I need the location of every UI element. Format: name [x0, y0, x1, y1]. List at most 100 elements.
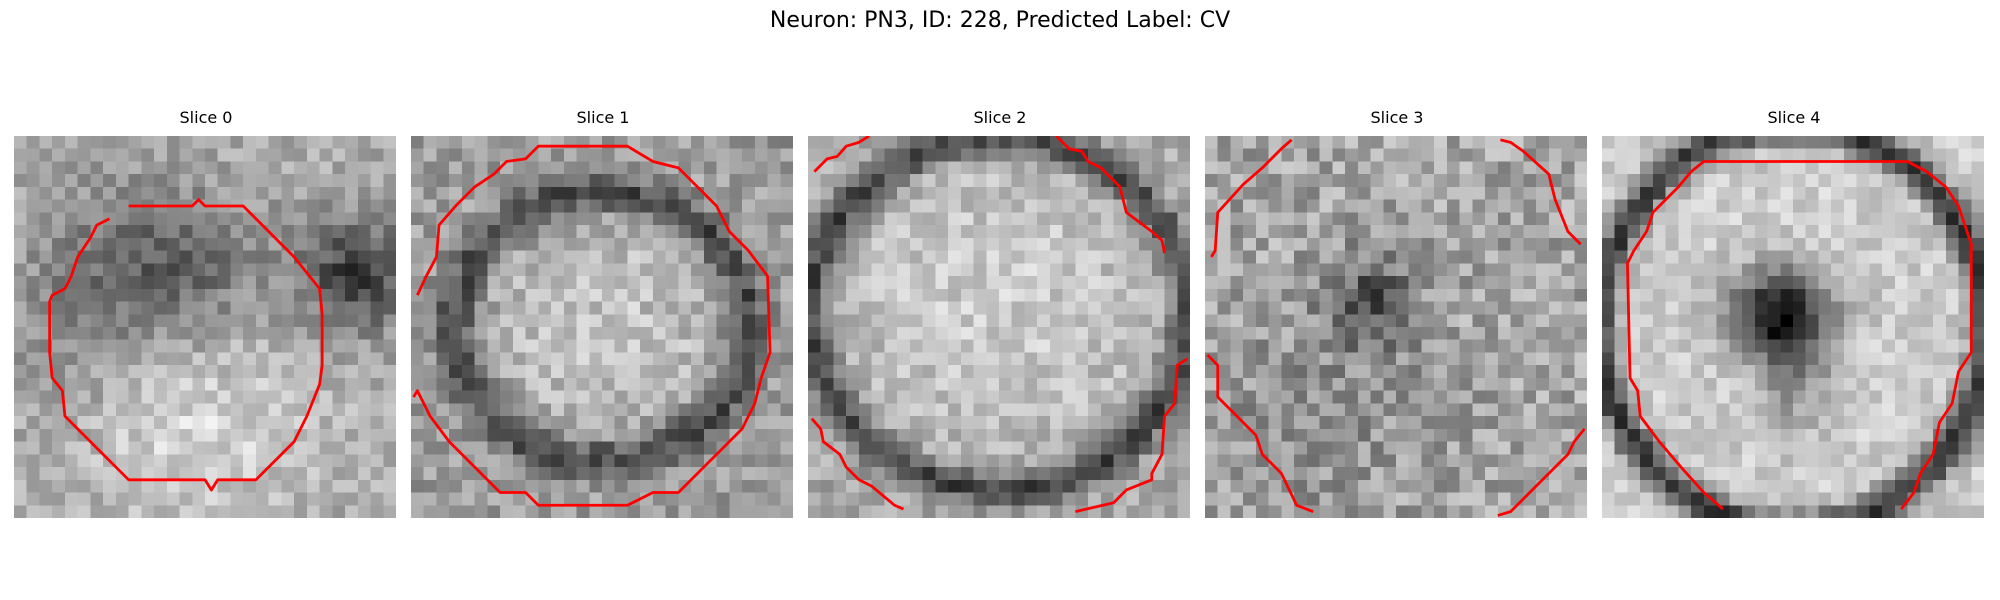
pixel	[627, 365, 640, 378]
pixel	[358, 442, 371, 455]
pixel	[1205, 302, 1218, 315]
pixel	[1498, 442, 1511, 455]
pixel	[103, 340, 116, 353]
pixel	[1218, 480, 1231, 493]
pixel	[948, 174, 961, 187]
pixel	[180, 467, 193, 480]
pixel	[1768, 505, 1781, 518]
pixel	[1088, 454, 1101, 467]
pixel	[742, 454, 755, 467]
pixel	[961, 505, 974, 518]
pixel	[640, 276, 653, 289]
pixel	[974, 263, 987, 276]
pixel	[589, 289, 602, 302]
pixel	[846, 302, 859, 315]
pixel	[52, 365, 65, 378]
pixel	[1050, 187, 1063, 200]
pixel	[1768, 352, 1781, 365]
pixel	[129, 391, 142, 404]
pixel	[999, 442, 1012, 455]
pixel	[1421, 391, 1434, 404]
pixel	[1717, 429, 1730, 442]
pixel	[1037, 391, 1050, 404]
pixel	[256, 187, 269, 200]
pixel	[551, 429, 564, 442]
pixel	[1768, 187, 1781, 200]
pixel	[1126, 174, 1139, 187]
pixel	[129, 365, 142, 378]
pixel	[475, 136, 488, 149]
pixel	[1562, 200, 1575, 213]
pixel	[910, 480, 923, 493]
pixel	[1460, 442, 1473, 455]
pixel	[1959, 416, 1972, 429]
pixel	[1869, 187, 1882, 200]
pixel	[1971, 136, 1984, 149]
pixel	[884, 161, 897, 174]
pixel	[1126, 327, 1139, 340]
pixel	[640, 327, 653, 340]
pixel	[129, 505, 142, 518]
pixel	[1869, 314, 1882, 327]
pixel	[1205, 149, 1218, 162]
pixel	[1717, 161, 1730, 174]
pixel	[1755, 365, 1768, 378]
pixel	[1294, 251, 1307, 264]
pixel	[768, 212, 781, 225]
pixel	[1063, 225, 1076, 238]
pixel	[910, 505, 923, 518]
pixel	[1114, 352, 1127, 365]
pixel	[1152, 174, 1165, 187]
pixel	[1574, 352, 1587, 365]
pixel	[1536, 174, 1549, 187]
pixel	[678, 238, 691, 251]
pixel	[974, 251, 987, 264]
pixel	[1666, 314, 1679, 327]
pixel	[1165, 136, 1178, 149]
pixel	[589, 187, 602, 200]
pixel	[14, 416, 27, 429]
pixel	[1434, 314, 1447, 327]
pixel	[1653, 352, 1666, 365]
pixel	[424, 442, 437, 455]
pixel	[78, 391, 91, 404]
pixel	[1602, 391, 1615, 404]
pixel	[1908, 212, 1921, 225]
pixel	[1780, 276, 1793, 289]
pixel	[1704, 365, 1717, 378]
pixel	[1371, 263, 1384, 276]
pixel	[103, 378, 116, 391]
pixel	[768, 416, 781, 429]
pixel	[1729, 276, 1742, 289]
pixel	[780, 251, 793, 264]
pixel	[256, 378, 269, 391]
pixel	[1627, 149, 1640, 162]
pixel	[1882, 289, 1895, 302]
pixel	[1434, 365, 1447, 378]
pixel	[1933, 212, 1946, 225]
pixel	[500, 276, 513, 289]
pixel	[589, 403, 602, 416]
pixel	[1818, 467, 1831, 480]
pixel	[1895, 225, 1908, 238]
pixel	[1075, 302, 1088, 315]
pixel	[1050, 442, 1063, 455]
pixel	[1139, 187, 1152, 200]
pixel	[1908, 403, 1921, 416]
pixel	[1472, 327, 1485, 340]
pixel	[269, 276, 282, 289]
pixel	[1114, 378, 1127, 391]
pixel	[65, 314, 78, 327]
pixel	[1857, 467, 1870, 480]
pixel	[1742, 314, 1755, 327]
pixel	[602, 352, 615, 365]
pixel	[615, 340, 628, 353]
pixel	[103, 403, 116, 416]
pixel	[1678, 149, 1691, 162]
pixel	[1946, 467, 1959, 480]
pixel	[1615, 174, 1628, 187]
pixel	[1523, 200, 1536, 213]
pixel	[986, 314, 999, 327]
pixel	[1358, 454, 1371, 467]
pixel	[1562, 149, 1575, 162]
